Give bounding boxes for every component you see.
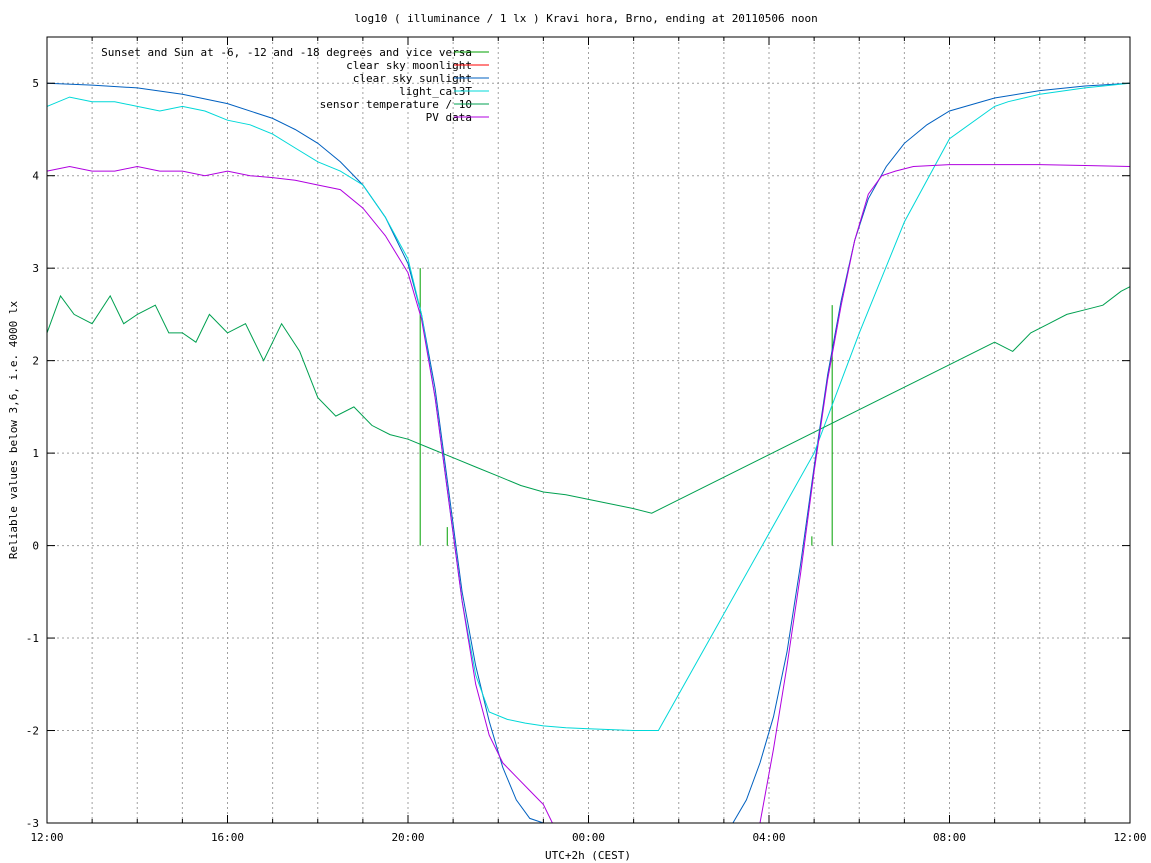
- legend-label: clear sky sunlight: [353, 72, 472, 85]
- series-lines: [46, 82, 1131, 824]
- plot-frame: [46, 36, 1131, 824]
- legend-label: Sunset and Sun at -6, -12 and -18 degree…: [101, 46, 472, 59]
- x-tick-label: 04:00: [752, 831, 785, 844]
- y-tick-label: 0: [32, 540, 39, 553]
- y-axis-label: Reliable values below 3,6, i.e. 4000 lx: [7, 300, 20, 559]
- grid-lines: [47, 37, 1130, 823]
- legend: Sunset and Sun at -6, -12 and -18 degree…: [101, 46, 489, 124]
- legend-label: light_cal3T: [399, 85, 472, 98]
- series-impulses: [419, 268, 833, 546]
- y-tick-label: 2: [32, 355, 39, 368]
- axis-ticks: -3 -2 -1 0 1 2 3 4 5 12:00 16:00 20:00 00:00 04:00 08:…: [26, 37, 1147, 844]
- x-tick-label: 08:00: [933, 831, 966, 844]
- series-line: [46, 164, 1131, 824]
- y-tick-label: 5: [32, 77, 39, 90]
- y-tick-label: 3: [32, 262, 39, 275]
- y-tick-label: 4: [32, 170, 39, 183]
- legend-label: PV data: [426, 111, 472, 124]
- x-tick-label: 16:00: [211, 831, 244, 844]
- series-line: [46, 82, 1131, 824]
- x-tick-label: 12:00: [30, 831, 63, 844]
- y-tick-label: -2: [26, 725, 39, 738]
- legend-label: sensor temperature / 10: [320, 98, 472, 111]
- x-tick-label: 20:00: [391, 831, 424, 844]
- y-tick-label: -1: [26, 632, 39, 645]
- x-tick-label: 12:00: [1113, 831, 1146, 844]
- chart-title: log10 ( illuminance / 1 lx ) Kravi hora,…: [354, 12, 818, 25]
- x-tick-label: 00:00: [572, 831, 605, 844]
- y-tick-label: 1: [32, 447, 39, 460]
- series-line: [46, 286, 1131, 514]
- legend-label: clear sky moonlight: [346, 59, 472, 72]
- y-tick-label: -3: [26, 817, 39, 830]
- x-axis-label: UTC+2h (CEST): [545, 849, 631, 862]
